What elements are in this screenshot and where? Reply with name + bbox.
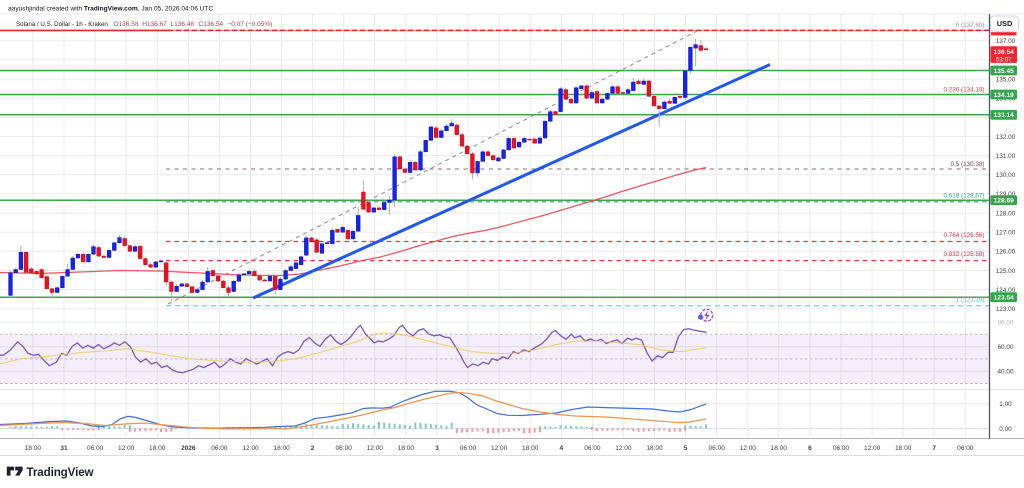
svg-text:131.00: 131.00 <box>996 153 1016 160</box>
svg-text:4: 4 <box>559 445 563 452</box>
svg-text:2: 2 <box>311 445 315 452</box>
svg-text:124.00: 124.00 <box>996 287 1016 294</box>
svg-text:3: 3 <box>435 445 439 452</box>
svg-text:137.00: 137.00 <box>996 38 1016 45</box>
svg-text:1 (123.19): 1 (123.19) <box>956 297 985 304</box>
svg-text:130.00: 130.00 <box>996 172 1016 179</box>
svg-text:06:00: 06:00 <box>957 445 974 452</box>
svg-text:06:00: 06:00 <box>460 445 477 452</box>
svg-text:06:00: 06:00 <box>87 445 104 452</box>
svg-text:C136.54: C136.54 <box>199 21 224 28</box>
svg-text:18:00: 18:00 <box>771 445 788 452</box>
svg-text:USD: USD <box>997 19 1013 28</box>
svg-text:0.618 (128.67): 0.618 (128.67) <box>944 192 985 199</box>
svg-text:O136.58: O136.58 <box>114 21 139 28</box>
svg-text:06:00: 06:00 <box>709 445 726 452</box>
svg-text:128.69: 128.69 <box>994 198 1015 205</box>
svg-text:18:00: 18:00 <box>25 445 42 452</box>
svg-text:06:00: 06:00 <box>584 445 601 452</box>
svg-text:123.00: 123.00 <box>996 306 1016 313</box>
svg-text:2026: 2026 <box>181 445 196 452</box>
svg-text:aayushjindal created with Trad: aayushjindal created with TradingView.co… <box>8 6 213 13</box>
svg-text:0.764 (126.56): 0.764 (126.56) <box>944 232 985 239</box>
svg-text:7: 7 <box>932 445 936 452</box>
svg-text:06:00: 06:00 <box>336 445 353 452</box>
svg-text:−0.07 (−0.05%): −0.07 (−0.05%) <box>228 21 273 28</box>
svg-text:125.00: 125.00 <box>996 268 1016 275</box>
svg-text:134.19: 134.19 <box>994 92 1015 99</box>
svg-text:12:00: 12:00 <box>740 445 757 452</box>
svg-text:31: 31 <box>60 445 68 452</box>
svg-text:1.00: 1.00 <box>999 401 1012 408</box>
svg-text:TradingView: TradingView <box>27 466 95 479</box>
svg-text:53:07: 53:07 <box>996 57 1012 64</box>
svg-text:18:00: 18:00 <box>522 445 539 452</box>
svg-text:60.00: 60.00 <box>998 344 1014 351</box>
svg-text:L136.48: L136.48 <box>171 21 195 28</box>
svg-text:18:00: 18:00 <box>398 445 415 452</box>
svg-text:12:00: 12:00 <box>367 445 384 452</box>
svg-text:18:00: 18:00 <box>273 445 290 452</box>
svg-text:126.00: 126.00 <box>996 249 1016 256</box>
svg-text:12:00: 12:00 <box>491 445 508 452</box>
svg-text:12:00: 12:00 <box>118 445 135 452</box>
svg-text:129.00: 129.00 <box>996 191 1016 198</box>
svg-text:0.236 (134.19): 0.236 (134.19) <box>944 87 985 94</box>
svg-text:18:00: 18:00 <box>646 445 663 452</box>
svg-text:136.54: 136.54 <box>994 49 1015 56</box>
svg-text:132.00: 132.00 <box>996 134 1016 141</box>
svg-text:127.00: 127.00 <box>996 230 1016 237</box>
svg-text:5: 5 <box>684 445 688 452</box>
svg-text:135.00: 135.00 <box>996 76 1016 83</box>
svg-text:0.832 (125.58): 0.832 (125.58) <box>944 251 985 258</box>
svg-text:12:00: 12:00 <box>242 445 259 452</box>
svg-text:18:00: 18:00 <box>895 445 912 452</box>
svg-text:128.00: 128.00 <box>996 210 1016 217</box>
svg-text:6: 6 <box>808 445 812 452</box>
svg-text:40.00: 40.00 <box>998 369 1014 376</box>
svg-text:18:00: 18:00 <box>149 445 166 452</box>
svg-text:H136.67: H136.67 <box>142 21 167 28</box>
svg-text:12:00: 12:00 <box>615 445 632 452</box>
svg-text:0 (137.60): 0 (137.60) <box>956 22 985 29</box>
svg-text:06:00: 06:00 <box>833 445 850 452</box>
svg-text:0.00: 0.00 <box>999 426 1012 433</box>
svg-text:06:00: 06:00 <box>211 445 228 452</box>
svg-text:135.45: 135.45 <box>994 68 1015 75</box>
svg-text:Solana / U.S. Dollar - 1h - Kr: Solana / U.S. Dollar - 1h - Kraken <box>16 21 108 28</box>
svg-text:133.14: 133.14 <box>994 112 1015 119</box>
svg-text:80.00: 80.00 <box>998 319 1014 326</box>
svg-text:12:00: 12:00 <box>864 445 881 452</box>
svg-text:123.54: 123.54 <box>994 295 1015 302</box>
svg-text:0.5 (130.38): 0.5 (130.38) <box>951 161 985 168</box>
